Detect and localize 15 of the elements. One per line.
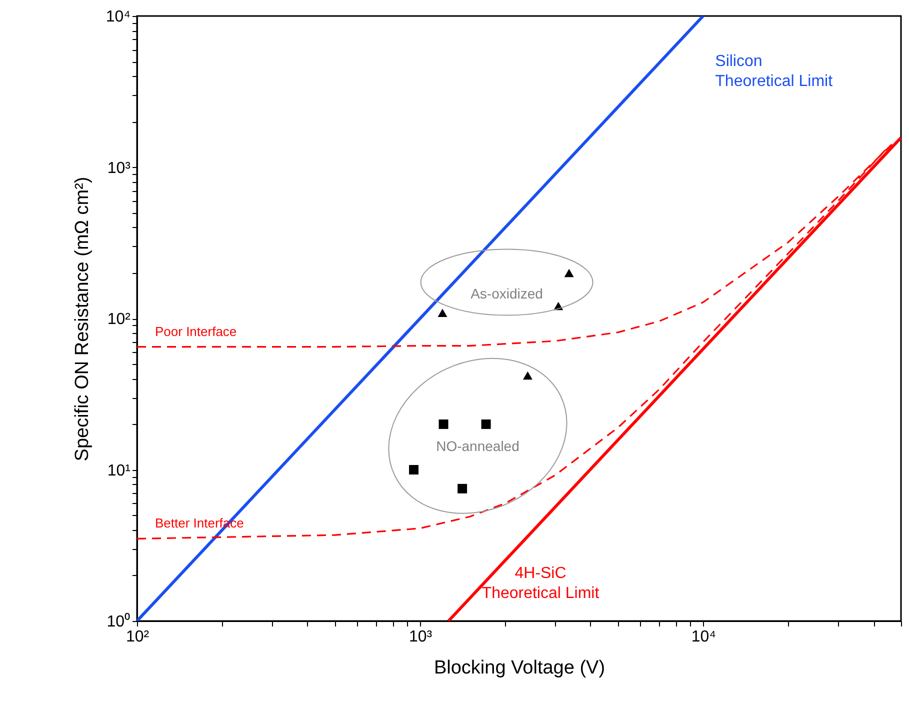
x-tick-label: 10³ <box>409 628 433 646</box>
x-axis-title: Blocking Voltage (V) <box>434 658 606 678</box>
y-axis-title: Specific ON Resistance (mΩ cm²) <box>72 176 93 462</box>
text: Silicon Theoretical Limit <box>715 53 834 90</box>
series-label: 4H-SiC Theoretical Limit <box>482 565 600 602</box>
series-label: Poor Interface <box>155 324 237 339</box>
y-tick-label: 10¹ <box>107 462 130 480</box>
y-tick-label: 10⁰ <box>106 612 130 630</box>
annotation: As-oxidized <box>470 285 543 302</box>
annotation: NO-annealed <box>436 438 520 454</box>
x-tick-label: 10² <box>126 628 150 646</box>
x-tick-label: 10⁴ <box>691 628 716 646</box>
y-tick-label: 10³ <box>107 160 132 177</box>
y-tick-label: 10⁴ <box>106 8 131 26</box>
y-tick-label: 10² <box>107 311 132 328</box>
